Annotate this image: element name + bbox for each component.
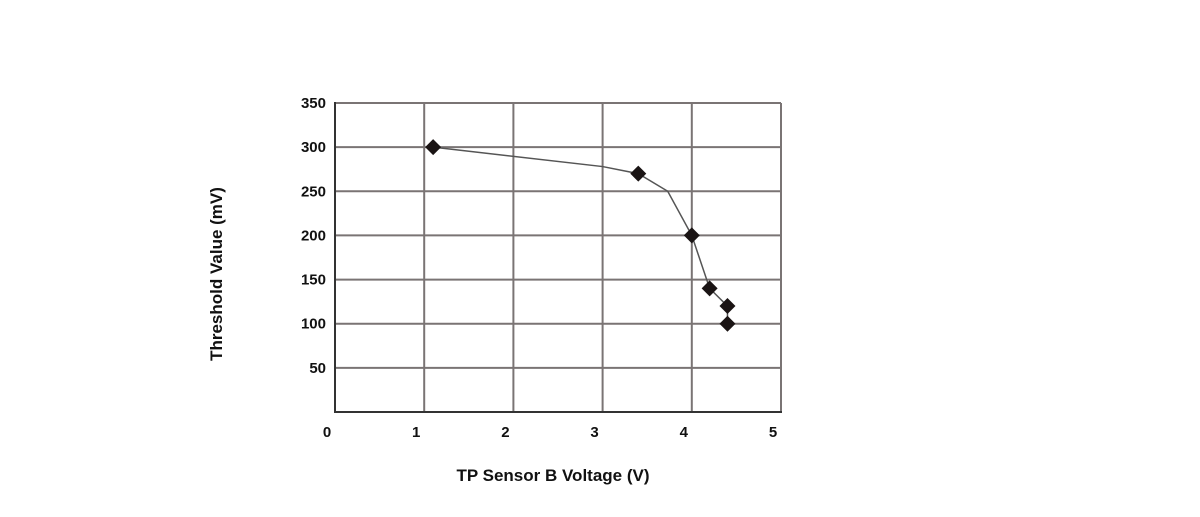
- y-tick-label: 150: [301, 272, 326, 289]
- data-point-diamond: [425, 139, 442, 156]
- y-tick-label: 350: [301, 95, 326, 112]
- x-tick-label: 2: [501, 424, 509, 441]
- y-tick-label: 50: [309, 360, 326, 377]
- data-point-diamond: [701, 280, 718, 297]
- y-tick-labels: 50 100 150 200 250 300 350: [301, 95, 326, 377]
- y-tick-label: 250: [301, 183, 326, 200]
- grid: [334, 102, 782, 413]
- x-tick-label: 5: [769, 424, 777, 441]
- x-tick-label: 4: [680, 424, 689, 441]
- x-tick-label: 1: [412, 424, 420, 441]
- y-axis-label: Threshold Value (mV): [207, 187, 226, 361]
- x-axis-label: TP Sensor B Voltage (V): [456, 466, 649, 485]
- data-point-diamond: [719, 315, 736, 332]
- x-tick-label: 0: [323, 424, 331, 441]
- x-tick-label: 3: [590, 424, 598, 441]
- series: [425, 139, 736, 332]
- y-tick-label: 300: [301, 139, 326, 156]
- y-tick-label: 200: [301, 227, 326, 244]
- data-point-diamond: [719, 298, 736, 315]
- data-point-diamond: [683, 227, 700, 244]
- y-tick-label: 100: [301, 316, 326, 333]
- x-tick-labels: 0 1 2 3 4 5: [323, 424, 777, 441]
- data-point-diamond: [630, 165, 647, 182]
